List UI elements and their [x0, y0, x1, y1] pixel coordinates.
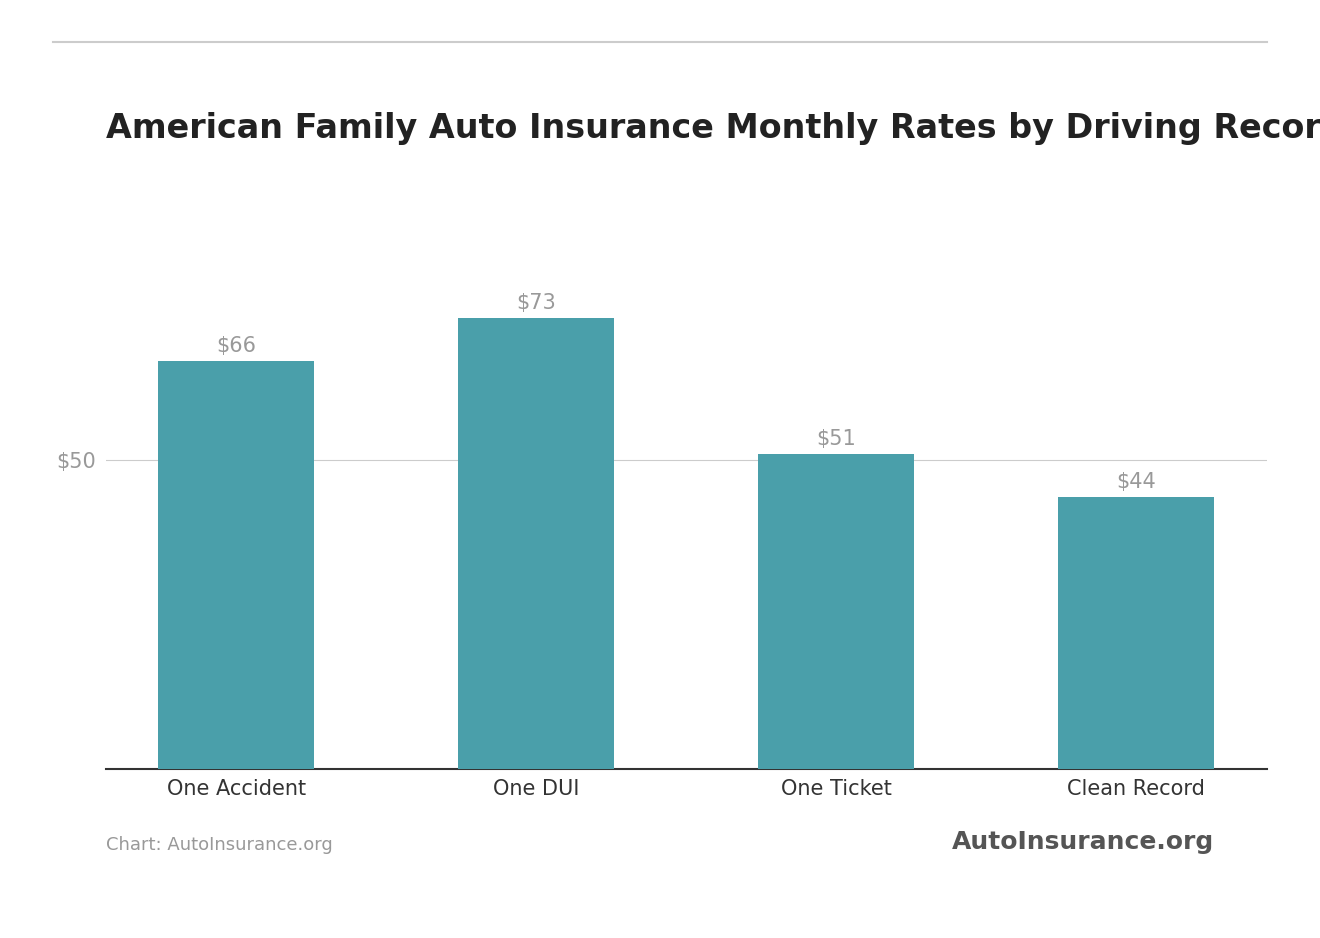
Bar — [1059, 497, 1214, 769]
Text: $66: $66 — [216, 336, 256, 356]
Text: AutoInsurance.org: AutoInsurance.org — [952, 829, 1214, 854]
Text: $73: $73 — [516, 293, 556, 313]
Text: American Family Auto Insurance Monthly Rates by Driving Record: American Family Auto Insurance Monthly R… — [106, 113, 1320, 145]
Text: Chart: AutoInsurance.org: Chart: AutoInsurance.org — [106, 836, 333, 854]
Bar — [158, 361, 314, 769]
Bar — [759, 454, 915, 769]
Text: $51: $51 — [817, 429, 857, 449]
Bar — [458, 318, 614, 769]
Text: $44: $44 — [1117, 472, 1156, 492]
